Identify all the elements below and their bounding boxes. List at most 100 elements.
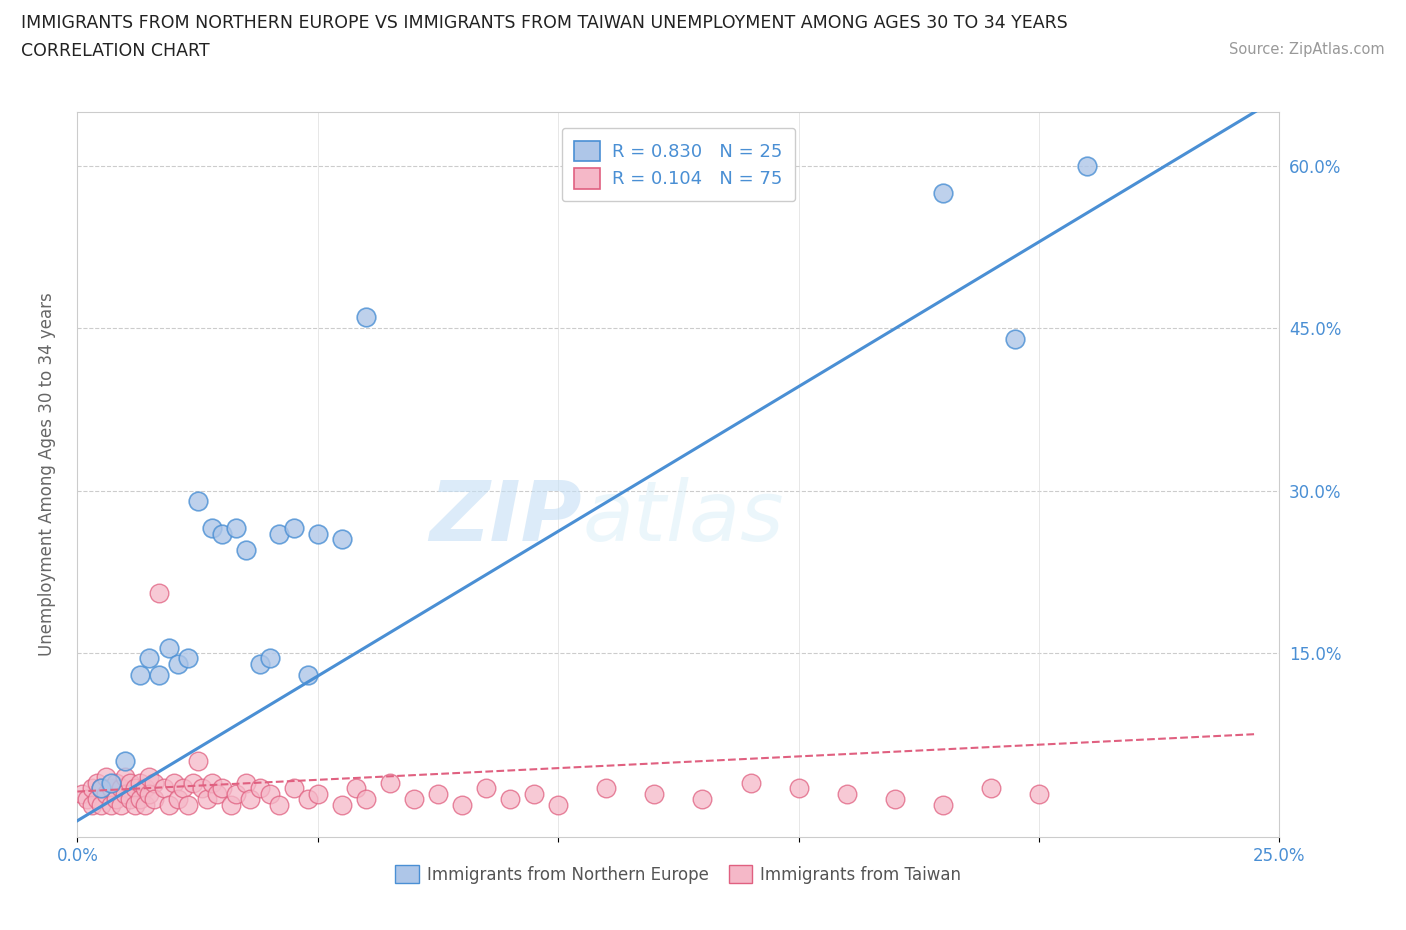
Point [134, 797, 156, 812]
Point [475, 781, 498, 796]
Point [692, 791, 714, 806]
Point [90, 797, 112, 812]
Point [211, 781, 233, 796]
Point [120, 791, 142, 806]
Point [235, 542, 257, 557]
Point [104, 791, 127, 806]
Point [201, 521, 224, 536]
Point [330, 532, 353, 547]
Point [249, 657, 271, 671]
Point [86, 776, 108, 790]
Point [1076, 158, 1098, 173]
Point [307, 786, 329, 801]
Point [110, 797, 132, 812]
Point [249, 781, 271, 796]
Point [269, 797, 291, 812]
Point [740, 776, 762, 790]
Point [980, 781, 1002, 796]
Point [1004, 331, 1026, 346]
Point [110, 781, 132, 796]
Point [80, 797, 103, 812]
Point [120, 776, 142, 790]
Point [90, 781, 112, 796]
Text: ZIP: ZIP [430, 477, 582, 558]
Point [157, 640, 180, 655]
Point [187, 494, 209, 509]
Point [90, 781, 112, 796]
Point [523, 786, 546, 801]
Point [167, 791, 190, 806]
Point [177, 651, 200, 666]
Point [643, 786, 665, 801]
Point [162, 776, 184, 790]
Point [932, 797, 955, 812]
Text: atlas: atlas [582, 477, 785, 558]
Point [143, 776, 166, 790]
Point [172, 781, 194, 796]
Point [138, 770, 160, 785]
Point [787, 781, 810, 796]
Point [134, 781, 156, 796]
Point [100, 797, 122, 812]
Point [124, 797, 146, 812]
Point [595, 781, 617, 796]
Point [114, 754, 136, 769]
Text: Source: ZipAtlas.com: Source: ZipAtlas.com [1229, 42, 1385, 57]
Point [104, 776, 127, 790]
Point [100, 781, 122, 796]
Point [128, 776, 150, 790]
Point [211, 526, 233, 541]
Point [354, 310, 377, 325]
Point [181, 776, 204, 790]
Point [70, 786, 93, 801]
Point [195, 791, 218, 806]
Point [547, 797, 569, 812]
Point [187, 754, 209, 769]
Point [114, 786, 136, 801]
Point [167, 657, 190, 671]
Point [835, 786, 858, 801]
Point [427, 786, 450, 801]
Point [932, 185, 955, 200]
Point [225, 786, 247, 801]
Point [191, 781, 214, 796]
Point [225, 521, 247, 536]
Point [344, 781, 367, 796]
Point [307, 526, 329, 541]
Point [76, 791, 98, 806]
Point [499, 791, 522, 806]
Point [239, 791, 262, 806]
Text: IMMIGRANTS FROM NORTHERN EUROPE VS IMMIGRANTS FROM TAIWAN UNEMPLOYMENT AMONG AGE: IMMIGRANTS FROM NORTHERN EUROPE VS IMMIG… [21, 14, 1067, 32]
Point [297, 791, 319, 806]
Point [100, 776, 122, 790]
Point [451, 797, 474, 812]
Point [205, 786, 228, 801]
Point [114, 770, 136, 785]
Point [378, 776, 401, 790]
Point [1028, 786, 1050, 801]
Point [330, 797, 353, 812]
Point [219, 797, 242, 812]
Point [883, 791, 905, 806]
Point [148, 586, 170, 601]
Text: CORRELATION CHART: CORRELATION CHART [21, 42, 209, 60]
Point [283, 781, 305, 796]
Point [259, 651, 281, 666]
Point [235, 776, 257, 790]
Y-axis label: Unemployment Among Ages 30 to 34 years: Unemployment Among Ages 30 to 34 years [38, 292, 56, 657]
Point [153, 781, 176, 796]
Legend: Immigrants from Northern Europe, Immigrants from Taiwan: Immigrants from Northern Europe, Immigra… [388, 858, 969, 890]
Point [96, 786, 118, 801]
Point [138, 651, 160, 666]
Point [128, 791, 150, 806]
Point [86, 791, 108, 806]
Point [269, 526, 291, 541]
Point [96, 770, 118, 785]
Point [157, 797, 180, 812]
Point [283, 521, 305, 536]
Point [124, 781, 146, 796]
Point [354, 791, 377, 806]
Point [128, 667, 150, 682]
Point [297, 667, 319, 682]
Point [259, 786, 281, 801]
